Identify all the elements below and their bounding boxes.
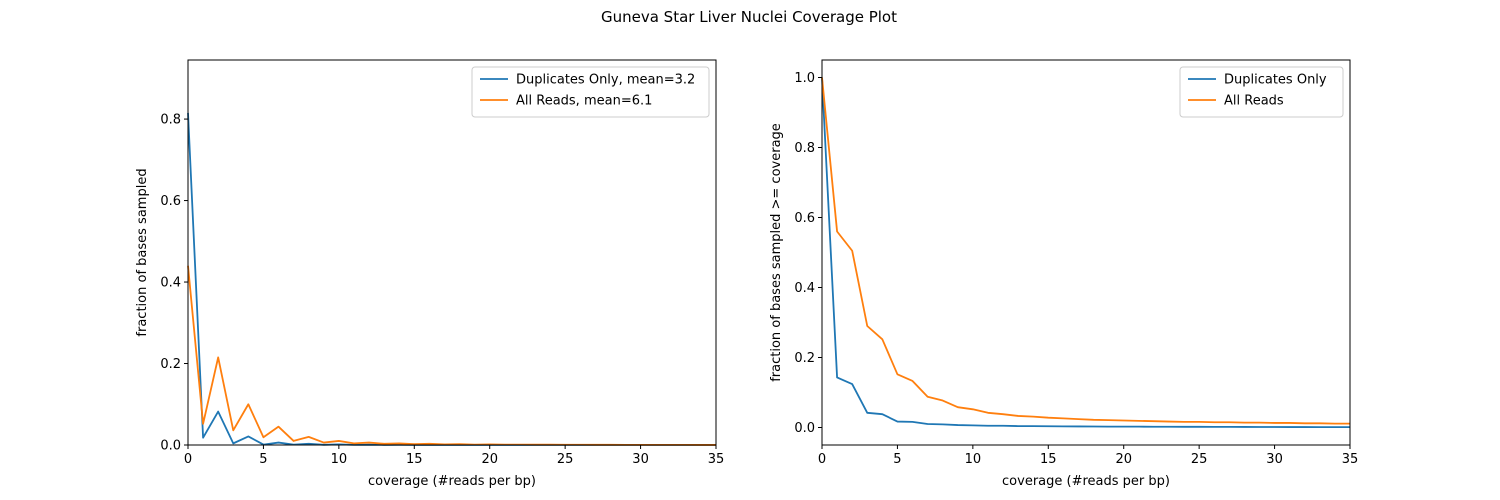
x-tick-label: 20 xyxy=(481,452,498,467)
x-axis-label: coverage (#reads per bp) xyxy=(368,474,536,489)
y-tick-label: 1.0 xyxy=(794,71,815,86)
y-tick-label: 0.0 xyxy=(160,439,181,454)
y-tick-label: 0.2 xyxy=(160,357,181,372)
y-tick-label: 0.2 xyxy=(794,351,815,366)
x-tick-label: 35 xyxy=(708,452,725,467)
legend-entry-0: Duplicates Only, mean=3.2 xyxy=(516,73,695,88)
left-panel-coverage-distribution: 0 5 10 15 20 25 30 35 0.0 0.2 0.4 0.6 0.8 coverage (#… xyxy=(135,59,725,489)
axes-frame xyxy=(187,59,717,446)
series-line-0 xyxy=(821,77,1350,429)
x-tick-label: 0 xyxy=(184,452,192,467)
x-tick-label: 0 xyxy=(818,452,826,467)
x-axis-label: coverage (#reads per bp) xyxy=(1002,474,1170,489)
y-tick-label: 0.8 xyxy=(160,113,181,128)
y-tick-label: 0.0 xyxy=(794,421,815,436)
x-tick-label: 15 xyxy=(406,452,423,467)
series-line-1 xyxy=(187,265,716,446)
y-tick-label: 0.4 xyxy=(160,276,181,291)
y-axis-label: fraction of bases sampled xyxy=(135,168,150,336)
y-tick-label: 0.8 xyxy=(794,141,815,156)
legend-box xyxy=(471,66,710,118)
series-line-1 xyxy=(821,77,1350,425)
x-tick-label: 30 xyxy=(1266,452,1283,467)
legend-entry-1: All Reads xyxy=(1224,94,1284,109)
legend-box xyxy=(1179,66,1344,118)
series-line-0 xyxy=(187,112,716,446)
legend-entry-1: All Reads, mean=6.1 xyxy=(516,94,652,109)
legend-entry-0: Duplicates Only xyxy=(1224,73,1327,88)
x-tick-label: 20 xyxy=(1115,452,1132,467)
right-panel-cumulative-coverage: 0 5 10 15 20 25 30 35 0.0 0.2 0.4 0.6 0.8 1.0 coverage… xyxy=(769,59,1359,489)
y-tick-label: 0.4 xyxy=(794,281,815,296)
x-tick-label: 10 xyxy=(331,452,348,467)
figure-title: Guneva Star Liver Nuclei Coverage Plot xyxy=(601,8,897,26)
y-tick-label: 0.6 xyxy=(160,194,181,209)
y-axis-label: fraction of bases sampled >= coverage xyxy=(769,123,784,382)
legend: Duplicates Only All Reads xyxy=(1179,66,1344,118)
x-tick-label: 5 xyxy=(893,452,901,467)
x-tick-label: 30 xyxy=(632,452,649,467)
axes-frame xyxy=(821,59,1351,446)
x-tick-label: 35 xyxy=(1342,452,1359,467)
legend: Duplicates Only, mean=3.2 All Reads, mean… xyxy=(471,66,710,118)
x-tick-label: 25 xyxy=(557,452,574,467)
y-tick-label: 0.6 xyxy=(794,211,815,226)
x-tick-label: 25 xyxy=(1191,452,1208,467)
x-tick-label: 15 xyxy=(1040,452,1057,467)
x-tick-label: 10 xyxy=(965,452,982,467)
x-tick-label: 5 xyxy=(259,452,267,467)
